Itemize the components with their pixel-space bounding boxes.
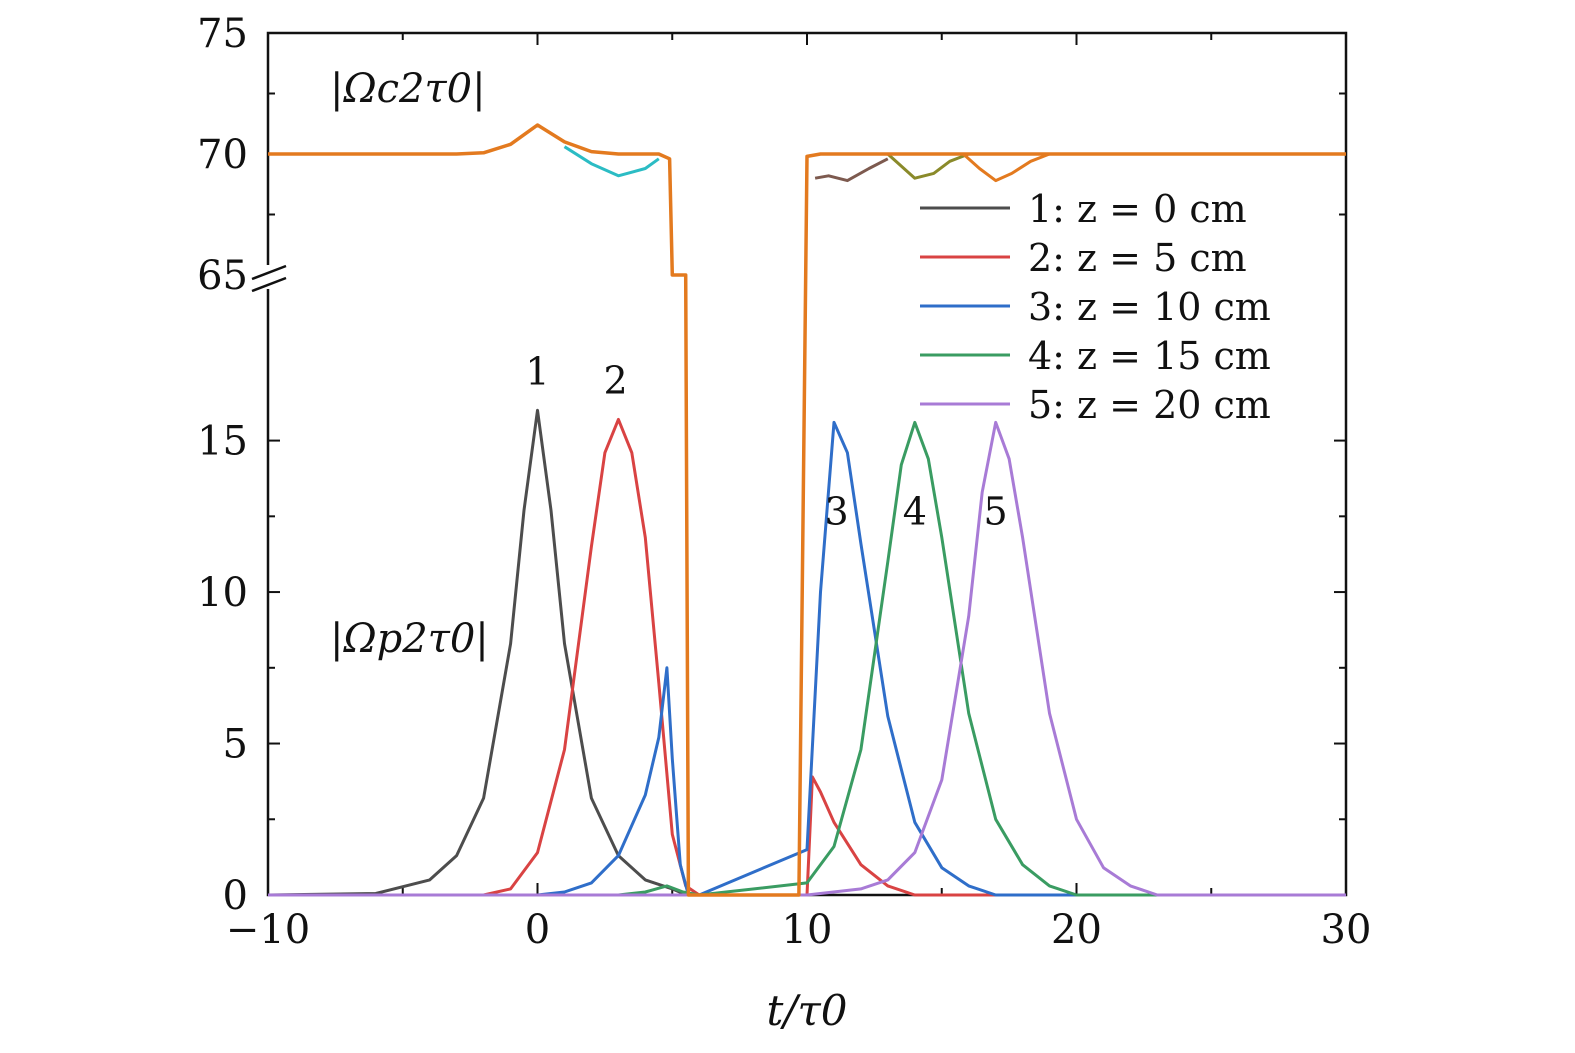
y-tick-label: 10 (197, 570, 248, 616)
probe-curve-4 (268, 420, 1346, 897)
x-tick-label: 0 (525, 907, 550, 953)
probe-curve-5 (268, 420, 1346, 897)
x-tick-label: 10 (782, 907, 833, 953)
y-tick-label: 75 (197, 11, 248, 57)
legend-label-2: 2: z = 5 cm (1028, 236, 1247, 280)
probe-curve-2 (268, 417, 1346, 897)
y-tick-label: 65 (197, 253, 248, 299)
lower-quantity-label: |Ωp2τ0| (330, 616, 489, 662)
upper-quantity-label: |Ωc2τ0| (330, 66, 486, 112)
x-tick-label: 20 (1051, 907, 1102, 953)
control-dip-curve-2 (814, 157, 889, 183)
y-tick-label: 15 (197, 419, 248, 465)
legend: 1: z = 0 cm 2: z = 5 cm 3: z = 10 cm 4: z =… (920, 187, 1271, 427)
legend-label-4: 4: z = 15 cm (1028, 334, 1271, 378)
x-axis: −10 0 10 20 30 (226, 33, 1372, 953)
data-series (267, 123, 1346, 897)
control-field-curve (268, 123, 1346, 897)
legend-label-5: 5: z = 20 cm (1028, 383, 1271, 427)
control-dip-curve-1 (563, 145, 660, 178)
peak-label-1: 1 (525, 349, 549, 393)
legend-label-1: 1: z = 0 cm (1028, 187, 1247, 231)
peak-labels: 1 2 3 4 5 (525, 349, 1007, 533)
x-axis-label: t/τ0 (767, 986, 848, 1035)
x-tick-label: 30 (1321, 907, 1372, 953)
peak-label-5: 5 (984, 489, 1008, 533)
peak-label-4: 4 (903, 489, 927, 533)
y-tick-label: 5 (223, 722, 248, 768)
y-tick-label: 70 (197, 132, 248, 178)
control-dip-curve-4 (962, 152, 1051, 183)
y-tick-label: 0 (223, 873, 248, 919)
peak-label-3: 3 (825, 489, 849, 533)
x-tick-label: −10 (226, 907, 310, 953)
axis-break-mark (251, 264, 287, 293)
peak-label-2: 2 (604, 358, 628, 402)
control-dip-curve-3 (886, 152, 970, 180)
legend-label-3: 3: z = 10 cm (1028, 285, 1271, 329)
